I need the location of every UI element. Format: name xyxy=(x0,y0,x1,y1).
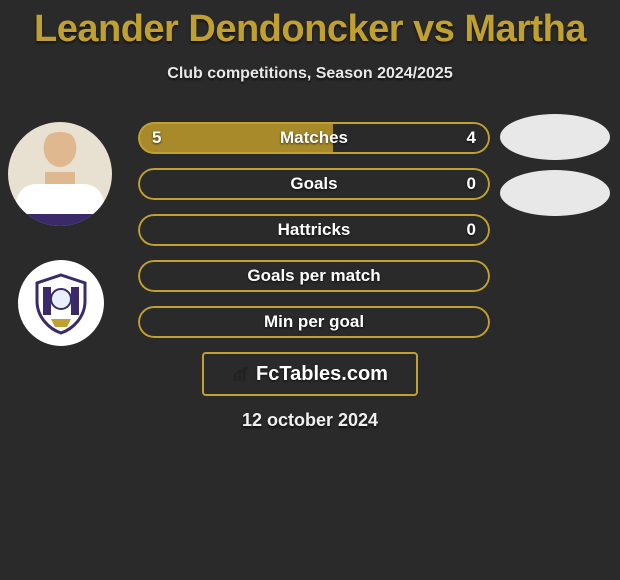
stat-value-right: 0 xyxy=(467,168,476,200)
player-right-avatar xyxy=(500,114,610,160)
stat-label: Matches xyxy=(138,122,490,154)
title-player-right: Martha xyxy=(464,8,586,50)
brand-text: FcTables.com xyxy=(256,363,388,386)
stat-bar: Goals 0 xyxy=(138,168,490,200)
title-player-left: Leander Dendoncker xyxy=(34,8,403,50)
club-crest-icon xyxy=(18,260,104,346)
page-title: Leander Dendoncker vs Martha xyxy=(0,0,620,51)
stat-bar: Min per goal xyxy=(138,306,490,338)
stat-label: Goals xyxy=(138,168,490,200)
date-line: 12 october 2024 xyxy=(0,410,620,431)
player-left-avatar xyxy=(8,122,112,226)
bar-chart-icon xyxy=(232,365,250,383)
title-separator: vs xyxy=(403,8,464,50)
stat-bar: 5 Matches 4 xyxy=(138,122,490,154)
club-right-badge xyxy=(500,170,610,216)
stat-label: Hattricks xyxy=(138,214,490,246)
player-silhouette-icon xyxy=(8,122,112,226)
stat-value-right: 4 xyxy=(467,122,476,154)
club-left-badge xyxy=(18,260,104,346)
subtitle: Club competitions, Season 2024/2025 xyxy=(0,65,620,83)
comparison-card: Leander Dendoncker vs Martha Club compet… xyxy=(0,0,620,580)
stat-bar: Hattricks 0 xyxy=(138,214,490,246)
stat-bar: Goals per match xyxy=(138,260,490,292)
stat-value-right: 0 xyxy=(467,214,476,246)
stat-label: Min per goal xyxy=(138,306,490,338)
brand-badge: FcTables.com xyxy=(202,352,418,396)
stat-bars: 5 Matches 4 Goals 0 Hattricks 0 Goals pe… xyxy=(138,122,490,352)
stat-label: Goals per match xyxy=(138,260,490,292)
